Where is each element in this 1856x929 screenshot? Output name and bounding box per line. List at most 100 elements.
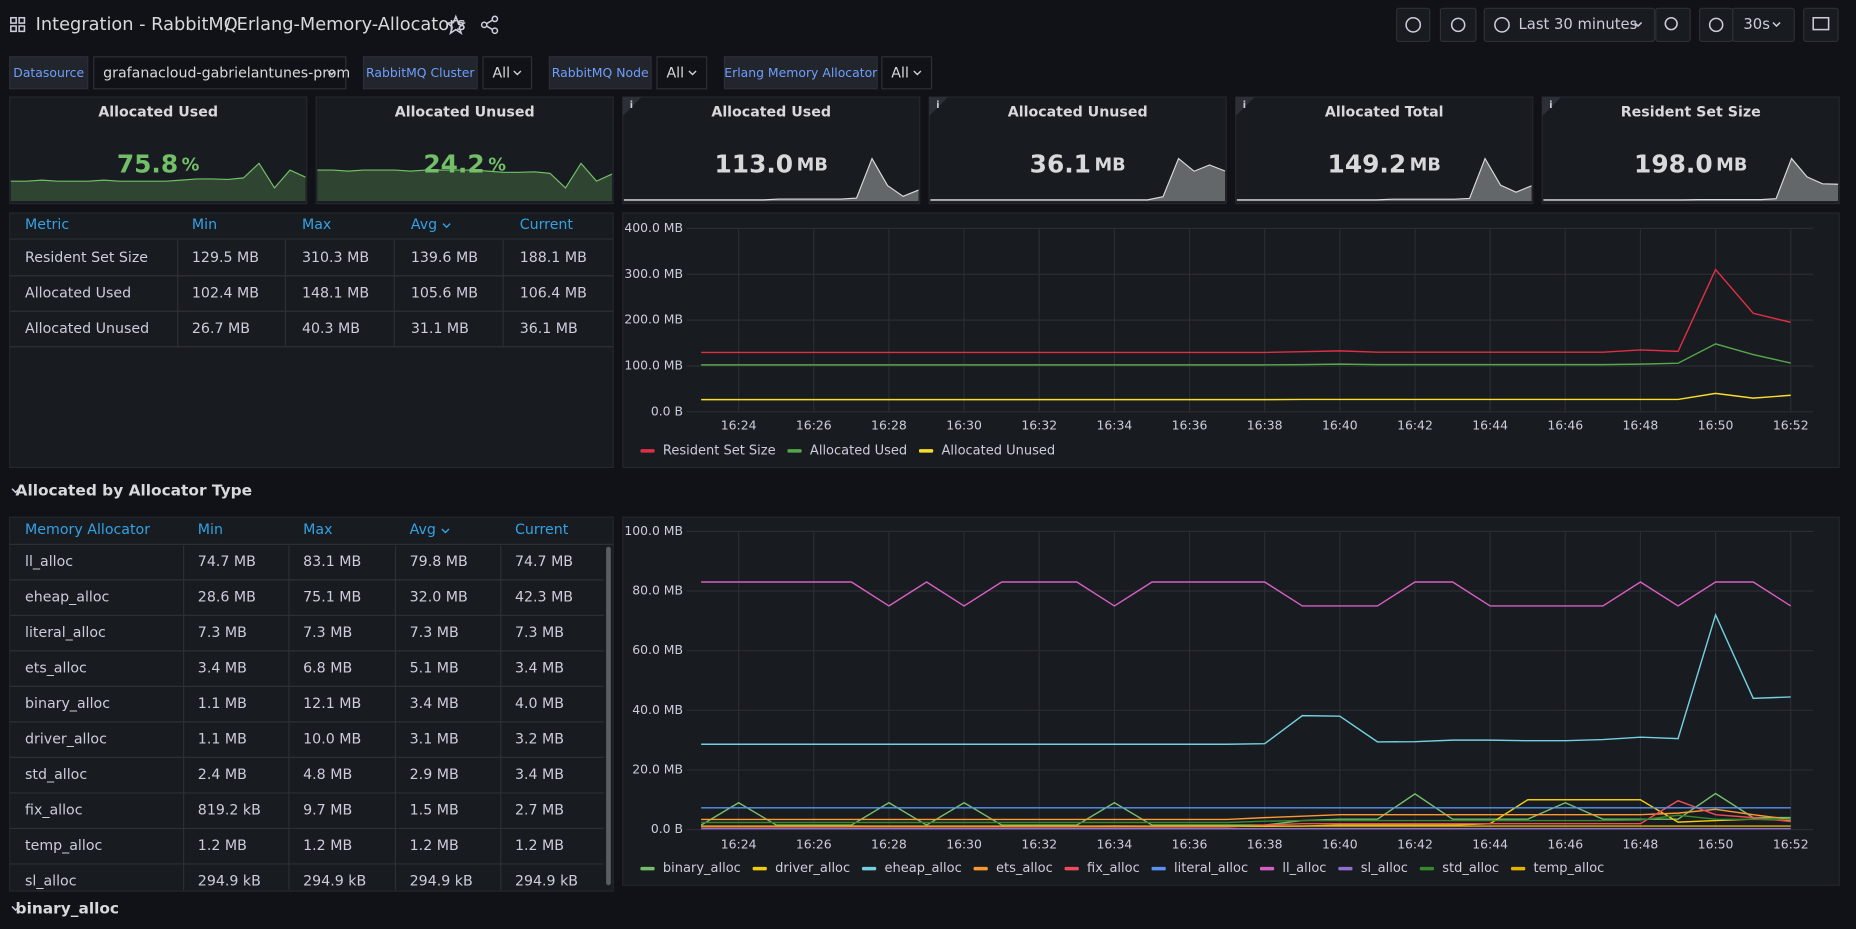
x-tick-label: 16:42 [1397,836,1433,851]
legend-label[interactable]: binary_alloc [663,861,741,876]
info-icon: i [1549,100,1552,111]
legend-swatch[interactable] [919,449,933,453]
column-header[interactable]: Min [198,522,223,538]
dashboard-title[interactable]: / Erlang-Memory-Allocators [225,15,466,35]
table-cell: 31.1 MB [411,321,469,337]
table-cell: temp_alloc [25,838,102,854]
table-cell: 26.7 MB [192,321,250,337]
table-cell: ll_alloc [25,554,73,570]
x-tick-label: 16:38 [1247,418,1283,433]
tv-mode-button[interactable] [1804,8,1838,41]
table-cell: 10.0 MB [303,732,361,748]
x-tick-label: 16:30 [946,418,982,433]
table-cell: 102.4 MB [192,285,259,301]
legend-label[interactable]: fix_alloc [1087,861,1140,876]
x-tick-label: 16:50 [1698,418,1734,433]
legend-label[interactable]: driver_alloc [775,861,850,876]
legend-swatch[interactable] [640,867,654,871]
legend-swatch[interactable] [1338,867,1352,871]
dashboard-folder[interactable]: Integration - RabbitMQ [36,15,238,35]
table-cell: 3.4 MB [198,661,247,677]
table-cell: std_alloc [25,767,87,783]
table-body: ll_alloc74.7 MB83.1 MB79.8 MB74.7 MBehea… [10,544,604,899]
table-cell: 79.8 MB [410,554,468,570]
time-range: Last 30 minutes [1519,16,1638,33]
column-header[interactable]: Current [520,217,574,233]
zoom-out-button[interactable] [1656,8,1690,41]
y-tick-label: 200.0 MB [624,312,683,327]
table-cell: 3.4 MB [515,661,564,677]
legend-swatch[interactable] [974,867,988,871]
column-header[interactable]: Avg [411,217,437,233]
table-cell: 3.4 MB [410,696,459,712]
column-header[interactable]: Memory Allocator [25,522,150,538]
legend-swatch[interactable] [862,867,876,871]
table-cell: 4.8 MB [303,767,352,783]
row-title[interactable]: binary_alloc [16,899,119,917]
x-tick-label: 16:24 [721,836,757,851]
table-cell: fix_alloc [25,803,82,819]
x-tick-label: 16:46 [1547,418,1583,433]
x-tick-label: 16:48 [1623,836,1659,851]
column-header[interactable]: Min [192,217,217,233]
legend-label[interactable]: Resident Set Size [663,443,776,458]
legend-label[interactable]: eheap_alloc [885,861,962,876]
column-header[interactable]: Max [303,522,332,538]
table-cell: 105.6 MB [411,285,478,301]
legend-label[interactable]: ets_alloc [996,861,1053,876]
column-header[interactable]: Avg [410,522,436,538]
table-body: Resident Set Size129.5 MB310.3 MB139.6 M… [10,240,614,347]
variable-value: All [492,65,510,81]
legend-label[interactable]: std_alloc [1442,861,1499,876]
row-title[interactable]: Allocated by Allocator Type [16,482,252,500]
legend-label[interactable]: literal_alloc [1174,861,1248,876]
legend-swatch[interactable] [1511,867,1525,871]
table-cell: 148.1 MB [302,285,369,301]
refresh-button[interactable] [1700,8,1733,41]
legend-label[interactable]: temp_alloc [1534,861,1605,876]
legend-swatch[interactable] [753,867,767,871]
legend-swatch[interactable] [1420,867,1434,871]
legend-swatch[interactable] [787,449,801,453]
legend-swatch[interactable] [1065,867,1079,871]
x-tick-label: 16:52 [1773,418,1809,433]
stat-unit: % [488,156,506,176]
x-tick-label: 16:32 [1021,836,1057,851]
table-cell: 188.1 MB [520,250,587,266]
table-cell: 3.1 MB [410,732,459,748]
scrollbar[interactable] [606,547,611,885]
column-header[interactable]: Current [515,522,569,538]
stat-number: 75.8 [117,150,178,179]
stat-unit: MB [1095,156,1126,176]
variable-label: Datasource [13,65,84,80]
x-tick-label: 16:46 [1547,836,1583,851]
table-cell: 7.3 MB [198,625,247,641]
legend-label[interactable]: Allocated Used [810,443,907,458]
variable-value: All [891,65,909,81]
legend-label[interactable]: sl_alloc [1361,861,1408,876]
info-button[interactable] [1397,8,1430,41]
x-tick-label: 16:36 [1172,836,1208,851]
legend-label[interactable]: Allocated Unused [941,443,1055,458]
x-tick-label: 16:48 [1623,418,1659,433]
variable-label: RabbitMQ Node [552,65,649,80]
table-cell: 1.2 MB [303,838,352,854]
settings-button[interactable] [1440,8,1476,41]
table-cell: 294.9 kB [198,874,261,890]
legend-swatch[interactable] [1152,867,1166,871]
legend-swatch[interactable] [640,449,654,453]
table-cell: 32.0 MB [410,590,468,606]
x-tick-label: 16:34 [1097,418,1133,433]
stat-unit: MB [1716,156,1747,176]
column-header[interactable]: Metric [25,217,69,233]
legend-swatch[interactable] [1260,867,1274,871]
legend-label[interactable]: ll_alloc [1282,861,1326,876]
column-header[interactable]: Max [302,217,331,233]
x-tick-label: 16:42 [1397,418,1433,433]
variable-value: grafanacloud-gabrielantunes-prom [103,65,350,81]
table-cell: 75.1 MB [303,590,361,606]
x-tick-label: 16:44 [1472,836,1508,851]
x-tick-label: 16:28 [871,418,907,433]
table-cell: Allocated Unused [25,321,149,337]
